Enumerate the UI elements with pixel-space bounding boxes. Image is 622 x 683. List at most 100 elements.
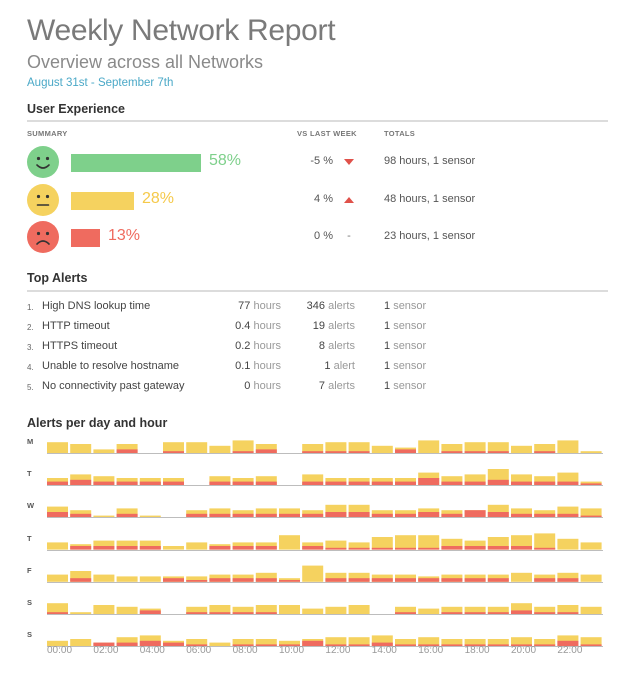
alerts-bar-total — [116, 540, 138, 550]
experience-percent: 13% — [108, 227, 141, 244]
day-baseline — [47, 517, 603, 519]
trend-down-icon — [343, 155, 355, 169]
alerts-bar-total — [302, 565, 324, 582]
alerts-bar-total — [116, 576, 138, 582]
alerts-bar-red — [534, 612, 556, 614]
alerts-bar-total — [418, 608, 440, 614]
hour-tick-label: 00:00 — [47, 645, 73, 656]
alerts-bar-total — [209, 508, 231, 518]
alerts-bar-red — [534, 578, 556, 582]
alerts-bar-total — [116, 606, 138, 614]
alerts-bar-total — [93, 449, 115, 453]
alerts-bar-red — [441, 481, 463, 486]
alerts-bar-red — [163, 451, 184, 453]
alerts-bar-total — [441, 639, 463, 647]
alerts-bar-red — [302, 546, 324, 550]
day-baseline — [47, 485, 603, 487]
sad-face-icon — [27, 221, 59, 253]
alert-sensor-unit: sensor — [393, 320, 427, 332]
alerts-bar-total — [580, 606, 602, 614]
alerts-bar-total — [255, 639, 277, 647]
alerts-bar-red — [255, 612, 277, 614]
neutral-face-icon — [27, 184, 59, 216]
alert-count: 8 alerts — [289, 340, 355, 352]
alerts-bar-total — [70, 612, 92, 614]
alerts-bar-red — [302, 481, 324, 486]
alert-hours-value: 77 — [238, 300, 251, 312]
alerts-bar-red — [464, 546, 486, 550]
alerts-bar-red — [418, 478, 440, 486]
alerts-bar-red — [487, 479, 509, 486]
alert-rank: 1. — [27, 303, 34, 312]
alerts-bar-red — [580, 644, 602, 647]
alerts-bar-red — [441, 612, 463, 614]
alerts-bar-red — [487, 546, 509, 550]
hour-tick-label: 14:00 — [371, 645, 397, 656]
alerts-bar-red — [348, 644, 370, 647]
day-baseline — [47, 453, 603, 454]
alerts-bar-total — [279, 605, 300, 614]
alerts-bar-red — [209, 481, 231, 486]
alert-row: 1. High DNS lookup time 77 hours 346 alerts… — [27, 300, 608, 318]
alerts-bar-red — [70, 578, 92, 582]
alerts-bar-total — [464, 474, 486, 486]
column-header-totals: TOTALS — [384, 129, 416, 138]
alert-count-unit: alerts — [328, 340, 355, 352]
alerts-bar-total — [255, 476, 277, 486]
alerts-bar-red — [464, 481, 486, 486]
alerts-bar-red — [487, 512, 509, 518]
alert-name: High DNS lookup time — [42, 300, 151, 312]
hour-tick-label: 16:00 — [418, 645, 444, 656]
alert-sensor-unit: sensor — [393, 380, 427, 392]
alert-hours: 0.4 hours — [207, 320, 281, 332]
alerts-bar-total — [418, 637, 440, 647]
alerts-bar-total — [139, 576, 161, 582]
alerts-bar-total — [232, 574, 254, 582]
alerts-bar-total — [371, 445, 393, 453]
alerts-bar-total — [209, 476, 231, 486]
alerts-bar-red — [209, 612, 231, 614]
alerts-bar-total — [464, 540, 486, 550]
alerts-bar-total — [70, 571, 92, 582]
alerts-bar-total — [70, 444, 92, 453]
alerts-bar-red — [232, 644, 254, 647]
alert-sensor-unit: sensor — [393, 360, 427, 372]
alerts-bar-total — [487, 574, 509, 582]
alert-count-unit: alerts — [328, 320, 355, 332]
alert-sensor-value: 1 — [384, 340, 391, 352]
alerts-bar-total — [580, 542, 602, 550]
alerts-bar-red — [255, 513, 277, 518]
alerts-bar-total — [116, 637, 138, 647]
alerts-bar-red — [511, 481, 532, 486]
hour-tick-label: 08:00 — [232, 645, 258, 656]
alert-count-value: 19 — [312, 320, 326, 332]
alerts-bar-red — [464, 612, 486, 614]
alerts-bar-red — [70, 479, 92, 486]
alerts-bar-total — [279, 535, 300, 550]
alerts-bar-total — [395, 535, 416, 550]
alerts-bar-total — [93, 515, 115, 518]
alerts-bar-red — [348, 578, 370, 582]
alerts-bar-red — [418, 547, 440, 550]
alerts-bar-red — [487, 612, 509, 614]
alerts-bar-total — [47, 640, 68, 647]
alerts-bar-red — [302, 451, 324, 453]
alerts-bar-red — [232, 513, 254, 518]
alerts-bar-total — [47, 542, 68, 550]
alerts-bar-total — [47, 574, 68, 582]
change-vs-last-week: 4 % — [314, 193, 333, 205]
day-label: W — [27, 501, 35, 511]
alerts-bar-red — [464, 578, 486, 582]
alerts-bar-total — [255, 572, 277, 582]
alerts-bar-total — [139, 540, 161, 550]
experience-percent: 58% — [209, 152, 242, 169]
alerts-bar-red — [70, 513, 92, 518]
alerts-bar-red — [441, 644, 463, 647]
alerts-bar-red — [511, 513, 532, 518]
alerts-bar-red — [487, 451, 509, 453]
experience-percent: 28% — [142, 190, 175, 207]
alerts-bar-red — [93, 642, 115, 647]
column-header-vs-last-week: VS LAST WEEK — [297, 129, 357, 138]
alert-sensor-unit: sensor — [393, 340, 427, 352]
alerts-bar-red — [534, 547, 556, 550]
